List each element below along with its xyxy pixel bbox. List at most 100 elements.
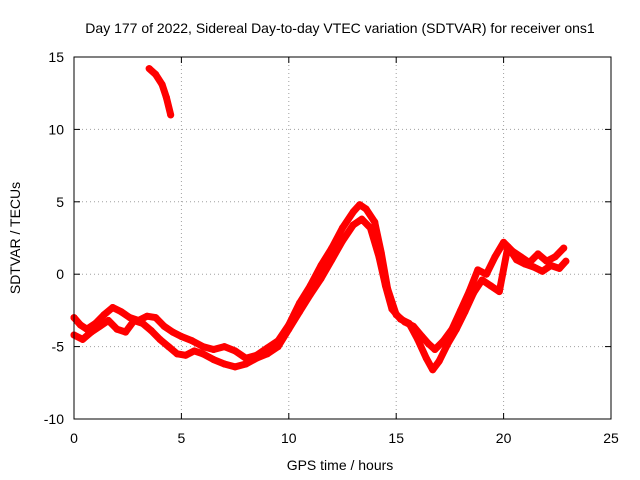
data-point (156, 335, 164, 343)
data-point (431, 345, 439, 353)
data-point (414, 335, 422, 343)
tick-layer: 0 5 10 15 20 25 -10 -5 0 5 10 15 (44, 49, 619, 446)
data-point (160, 322, 168, 330)
data-point (356, 201, 364, 209)
data-point (169, 328, 177, 336)
data-point (147, 327, 155, 335)
data-point (470, 289, 478, 297)
data-point (199, 350, 207, 358)
data-point (96, 322, 104, 330)
data-point (296, 308, 304, 316)
data-point (429, 366, 437, 374)
y-tick-label: -5 (52, 339, 65, 355)
data-point (512, 256, 520, 264)
data-point (504, 243, 512, 251)
data-point (500, 238, 508, 246)
data-point (435, 357, 443, 365)
data-point (122, 328, 130, 336)
data-point (555, 264, 563, 272)
chart-title: Day 177 of 2022, Sidereal Day-to-day VTE… (85, 20, 595, 36)
data-point (396, 315, 404, 323)
x-tick-label: 15 (388, 430, 404, 446)
data-point (422, 354, 430, 362)
data-point (87, 328, 95, 336)
x-tick-label: 25 (603, 430, 619, 446)
data-point (474, 266, 482, 274)
data-point (461, 308, 469, 316)
data-point (199, 343, 207, 351)
data-point (100, 311, 108, 319)
data-point (177, 332, 185, 340)
y-axis-label: SDTVAR / TECUs (7, 182, 23, 294)
data-point (190, 347, 198, 355)
data-point (173, 350, 181, 358)
data-point (76, 321, 84, 329)
data-point (317, 262, 325, 270)
data-point (349, 208, 357, 216)
plot-frame (73, 56, 612, 420)
data-point (388, 305, 396, 313)
data-point (362, 205, 370, 213)
data-point (551, 253, 559, 261)
data-point (495, 288, 503, 296)
data-point (231, 347, 239, 355)
data-point (349, 221, 357, 229)
data-point (543, 257, 551, 265)
data-point (182, 351, 190, 359)
data-point (130, 317, 138, 325)
y-tick-label: 0 (56, 266, 64, 282)
data-point (381, 282, 389, 290)
data-point (158, 81, 166, 89)
data-point (339, 237, 346, 245)
y-tick-label: 10 (48, 121, 64, 137)
data-point (210, 356, 218, 364)
data-point (152, 70, 160, 78)
data-point (253, 354, 261, 362)
data-point (487, 282, 495, 290)
grid-layer (74, 57, 611, 419)
data-point (478, 276, 486, 284)
data-point (139, 319, 147, 327)
data-point (231, 363, 239, 371)
data-point (482, 270, 490, 278)
data-point (491, 253, 499, 261)
x-tick-label: 20 (496, 430, 512, 446)
x-axis-label: GPS time / hours (287, 457, 394, 473)
data-point (328, 256, 336, 264)
data-point (424, 340, 432, 348)
data-point (285, 325, 293, 333)
data-point (263, 350, 271, 358)
data-point (113, 325, 121, 333)
data-point (117, 308, 125, 316)
data-point (444, 340, 452, 348)
data-layer (70, 65, 570, 374)
data-point (538, 267, 546, 275)
data-point (274, 343, 282, 351)
data-point (452, 325, 460, 333)
x-tick-label: 10 (281, 430, 297, 446)
data-point (358, 215, 366, 223)
data-point (210, 345, 218, 353)
data-point (560, 244, 568, 252)
data-point (220, 343, 228, 351)
data-point (242, 360, 250, 368)
data-point (371, 218, 379, 226)
data-point (317, 275, 325, 283)
data-point (104, 317, 112, 325)
data-point (530, 263, 538, 271)
data-point (165, 343, 173, 351)
data-point (306, 290, 314, 298)
y-tick-label: 5 (56, 194, 64, 210)
data-point (339, 224, 346, 232)
data-point (220, 360, 228, 368)
data-point (521, 260, 529, 268)
data-point (188, 337, 196, 345)
data-point (547, 262, 555, 270)
data-point (562, 257, 570, 265)
y-tick-label: 15 (48, 49, 64, 65)
data-point (152, 314, 160, 322)
x-tick-label: 0 (70, 430, 78, 446)
data-point (145, 65, 153, 73)
